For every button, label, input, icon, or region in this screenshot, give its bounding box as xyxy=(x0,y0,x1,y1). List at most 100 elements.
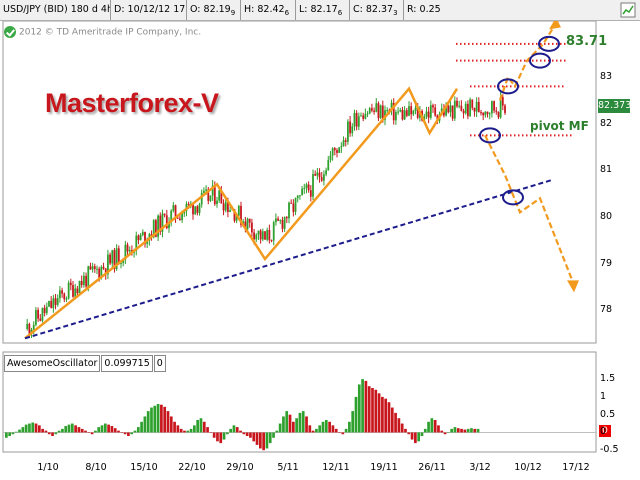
candle-body xyxy=(272,222,275,241)
candle-body xyxy=(205,189,207,191)
candle-body xyxy=(484,111,487,116)
oscillator-bar xyxy=(166,411,170,433)
candle-body xyxy=(211,185,214,196)
chart-settings-icon[interactable] xyxy=(620,2,636,18)
candle-body xyxy=(375,103,378,112)
oscillator-bar xyxy=(235,427,239,433)
candle-body xyxy=(357,116,360,127)
candle-body xyxy=(456,100,458,107)
oscillator-bar xyxy=(90,432,94,435)
oscillator-bar xyxy=(67,424,71,433)
oscillator-bar xyxy=(199,418,203,433)
candle-body xyxy=(37,309,39,319)
open-value-sub: 9 xyxy=(230,8,236,17)
candle-body xyxy=(179,218,181,221)
oscillator-y-tick-label: 0.5 xyxy=(600,408,616,420)
candle-body xyxy=(429,105,432,118)
candle-body xyxy=(434,107,437,116)
oscillator-bar xyxy=(24,424,28,433)
oscillator-bar xyxy=(268,432,272,444)
oscillator-bar xyxy=(255,432,259,445)
candle-body xyxy=(268,229,271,241)
oscillator-bar xyxy=(173,421,176,433)
candle-body xyxy=(78,280,81,294)
candle-body xyxy=(113,250,116,270)
oscillator-bar xyxy=(14,431,18,433)
oscillator-bar xyxy=(127,432,130,436)
candle-body xyxy=(401,109,404,120)
candle-body xyxy=(292,203,295,212)
oscillator-bar xyxy=(288,414,292,433)
oscillator-bar xyxy=(61,428,64,433)
candle-body xyxy=(159,215,162,232)
candle-body xyxy=(347,121,349,142)
oscillator-bar xyxy=(275,430,279,433)
candle-body xyxy=(464,103,467,114)
high-field: H: 82.426 xyxy=(241,0,296,20)
oscillator-bar xyxy=(64,426,68,433)
oscillator-bar xyxy=(338,432,341,433)
candle-body xyxy=(198,204,201,213)
y-tick-label: 83 xyxy=(600,71,613,82)
candle-body xyxy=(451,105,454,119)
candle-body xyxy=(475,101,478,112)
candle-body xyxy=(216,200,218,205)
candle-body xyxy=(52,298,55,309)
candle-body xyxy=(161,213,164,232)
x-tick-label: 5/11 xyxy=(277,462,299,473)
y-tick-label: 81 xyxy=(600,164,613,176)
oscillator-bar xyxy=(262,432,265,451)
candle-body xyxy=(98,268,101,278)
oscillator-bar xyxy=(163,406,167,433)
oscillator-bar xyxy=(226,432,229,435)
candle-body xyxy=(32,324,35,330)
oscillator-bar xyxy=(160,404,163,433)
candle-body xyxy=(251,222,253,233)
candle-body xyxy=(181,213,183,221)
candle-body xyxy=(259,230,262,240)
close-value: C: 82.37 xyxy=(353,4,394,15)
candle-body xyxy=(316,172,319,176)
oscillator-name[interactable]: AwesomeOscillator xyxy=(4,355,101,372)
candle-body xyxy=(146,240,149,244)
oscillator-bar xyxy=(466,428,470,433)
candle-body xyxy=(301,188,303,196)
candle-body xyxy=(69,282,72,286)
candle-body xyxy=(124,244,127,260)
candle-body xyxy=(248,218,251,223)
candle-body xyxy=(453,100,456,119)
candle-body xyxy=(473,107,476,112)
candle-body xyxy=(366,113,369,115)
last-price-badge: 82.373 xyxy=(598,99,632,113)
candle-body xyxy=(408,106,410,116)
candle-body xyxy=(309,190,312,197)
oscillator-bar xyxy=(460,428,463,433)
y-tick-label: 79 xyxy=(600,257,613,269)
candle-body xyxy=(233,209,236,221)
candle-body xyxy=(109,254,111,264)
candle-body xyxy=(157,215,159,237)
oscillator-bar xyxy=(394,412,397,433)
oscillator-bar xyxy=(463,429,467,433)
oscillator-bar xyxy=(153,405,157,433)
candle-body xyxy=(379,105,382,119)
symbol-label: USD/JPY (BID) 180 d 4h xyxy=(0,0,111,20)
candle-body xyxy=(414,107,417,111)
oscillator-bar xyxy=(84,430,87,433)
oscillator-bar xyxy=(433,420,437,433)
candle-body xyxy=(135,235,138,251)
candle-body xyxy=(423,116,426,121)
oscillator-bar xyxy=(54,432,58,435)
candle-body xyxy=(107,254,109,275)
candle-body xyxy=(100,266,103,278)
oscillator-bar xyxy=(57,430,61,433)
candle-body xyxy=(67,282,70,299)
candle-body xyxy=(504,105,506,113)
candle-body xyxy=(220,190,223,204)
oscillator-bar xyxy=(8,432,11,436)
oscillator-bar xyxy=(44,430,48,433)
candle-body xyxy=(257,230,260,235)
oscillator-bar xyxy=(252,432,256,442)
candle-body xyxy=(240,205,242,225)
